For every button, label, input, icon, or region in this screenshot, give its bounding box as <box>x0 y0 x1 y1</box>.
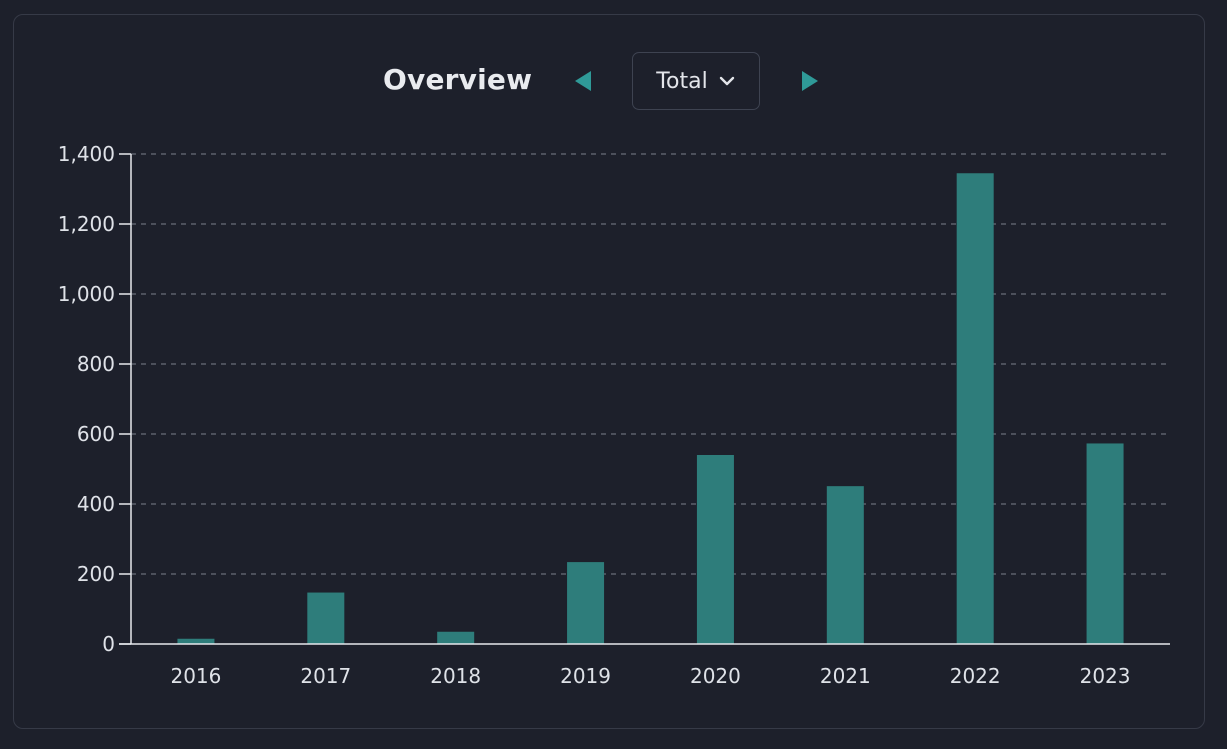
y-tick-label: 1,200 <box>58 212 115 236</box>
x-tick-label: 2022 <box>950 664 1001 688</box>
axes <box>119 153 1170 645</box>
x-tick-labels: 2016 2017 2018 2019 2020 2021 2022 2023 <box>170 664 1130 688</box>
x-tick-label: 2018 <box>430 664 481 688</box>
y-tick-label: 1,000 <box>58 282 115 306</box>
chart-title: Overview <box>383 63 533 96</box>
series-dropdown[interactable]: Total <box>632 52 760 110</box>
x-tick-label: 2021 <box>820 664 871 688</box>
bar-2022 <box>956 173 994 644</box>
bar-2023 <box>1086 443 1124 644</box>
x-tick-label: 2020 <box>690 664 741 688</box>
triangle-right-icon[interactable] <box>802 71 818 91</box>
bar-2020 <box>696 455 734 644</box>
bar-2021 <box>826 486 864 644</box>
bar-2019 <box>567 562 605 644</box>
bars <box>177 173 1124 644</box>
y-tick-label: 400 <box>77 492 115 516</box>
x-tick-label: 2016 <box>170 664 221 688</box>
bar-2016 <box>177 638 215 644</box>
dropdown-value: Total <box>656 68 708 94</box>
x-tick-label: 2023 <box>1080 664 1131 688</box>
y-tick-label: 200 <box>77 562 115 586</box>
y-tick-labels: 0 200 400 600 800 1,000 1,200 1,400 <box>58 142 115 656</box>
chart-panel: Overview Total <box>13 14 1205 729</box>
x-tick-label: 2017 <box>300 664 351 688</box>
y-tick-label: 600 <box>77 422 115 446</box>
grid-lines <box>131 153 1170 575</box>
bar-2018 <box>437 631 475 644</box>
y-tick-label: 1,400 <box>58 142 115 166</box>
bar-2017 <box>307 592 345 644</box>
y-tick-label: 800 <box>77 352 115 376</box>
x-tick-label: 2019 <box>560 664 611 688</box>
y-tick-label: 0 <box>102 632 115 656</box>
triangle-left-icon[interactable] <box>575 71 591 91</box>
chevron-down-icon <box>719 76 734 86</box>
